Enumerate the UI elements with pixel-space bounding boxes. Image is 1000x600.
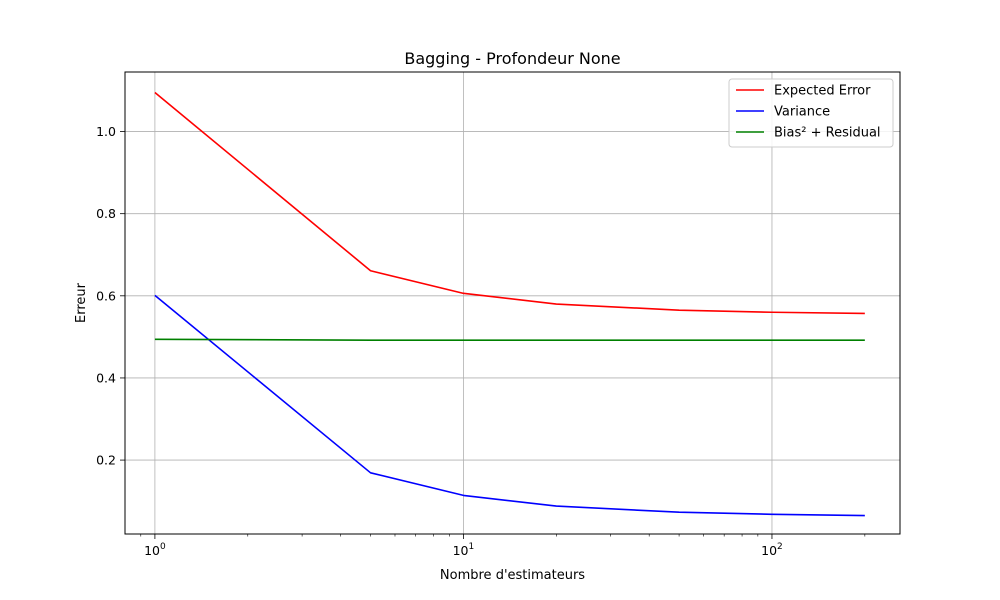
legend-label: Variance (774, 105, 830, 120)
x-tick-label: 100 (144, 542, 166, 558)
y-tick-label: 0.4 (96, 370, 116, 385)
x-axis-label: Nombre d'estimateurs (440, 568, 585, 583)
y-tick-label: 0.6 (96, 288, 116, 303)
legend: Expected Error Variance Bias² + Residual (728, 78, 894, 148)
legend-label: Bias² + Residual (774, 126, 881, 141)
x-tick-label: 102 (761, 542, 783, 558)
y-tick-label: 0.2 (96, 453, 116, 468)
chart-title: Bagging - Profondeur None (404, 49, 620, 68)
legend-box (728, 78, 894, 148)
grid (125, 72, 900, 534)
plot-frame (124, 71, 901, 535)
y-tick-label: 0.8 (96, 206, 116, 221)
series-line-bias-residual (154, 338, 865, 341)
axis-ticks: 100 101 102 0.2 0.4 0.6 0.8 1.0 (96, 124, 866, 558)
y-tick-label: 1.0 (96, 124, 116, 139)
series-line-variance (154, 294, 865, 517)
y-axis-label: Erreur (74, 282, 89, 323)
series-lines (154, 91, 865, 517)
legend-label: Expected Error (774, 84, 871, 99)
series-line-expected-error (154, 91, 865, 315)
x-tick-label: 101 (453, 542, 475, 558)
